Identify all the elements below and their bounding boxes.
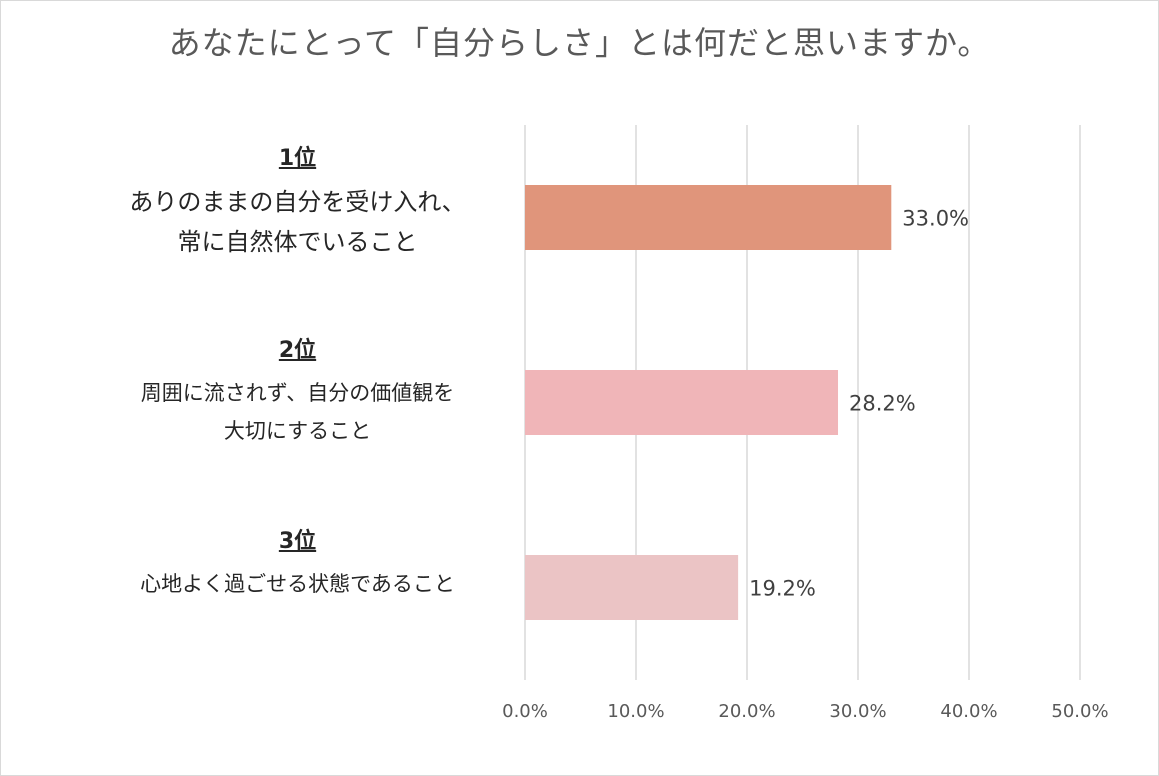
chart-title: あなたにとって「自分らしさ」とは何だと思いますか。 xyxy=(168,24,991,62)
category-rank: 3位 xyxy=(278,529,317,554)
category-label-2: 2位 周囲に流されず、自分の価値観を 大切にすること xyxy=(70,332,525,450)
bar-1 xyxy=(525,185,892,250)
category-text-line: 常に自然体でいること xyxy=(177,228,418,256)
category-text-line: 大切にすること xyxy=(223,419,372,443)
data-label-2: 28.2% xyxy=(849,392,916,416)
data-label-3: 19.2% xyxy=(749,577,816,601)
category-rank: 1位 xyxy=(278,146,317,171)
x-tick-label: 10.0% xyxy=(607,701,664,722)
category-label-1: 1位 ありのままの自分を受け入れ、 常に自然体でいること xyxy=(70,140,525,262)
bar-3 xyxy=(525,555,739,620)
data-label-1: 33.0% xyxy=(902,207,969,231)
bar-2 xyxy=(525,370,839,435)
category-text-line: 心地よく過ごせる状態であること xyxy=(140,572,455,596)
category-text-line: ありのままの自分を受け入れ、 xyxy=(129,188,466,216)
x-tick-label: 30.0% xyxy=(829,701,886,722)
category-text-line: 周囲に流されず、自分の価値観を xyxy=(140,381,455,405)
category-label-3: 3位 心地よく過ごせる状態であること xyxy=(70,523,525,603)
x-tick-label: 50.0% xyxy=(1051,701,1108,722)
x-tick-label: 20.0% xyxy=(718,701,775,722)
x-tick-label: 40.0% xyxy=(940,701,997,722)
x-tick-label: 0.0% xyxy=(502,701,548,722)
category-rank: 2位 xyxy=(278,338,317,363)
